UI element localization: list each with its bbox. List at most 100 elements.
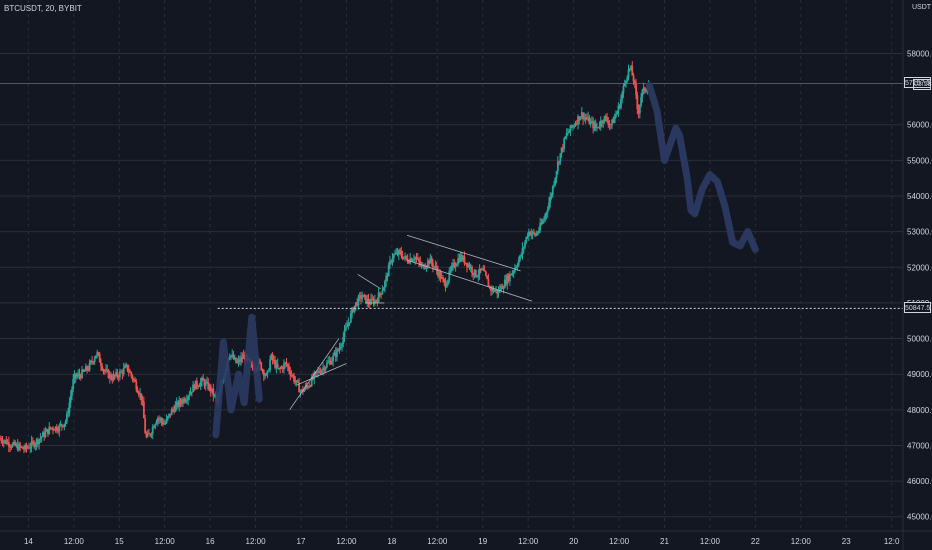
candle-body <box>477 274 480 277</box>
candle-body <box>159 418 162 420</box>
candle-body <box>537 230 540 233</box>
candle-body <box>618 105 621 108</box>
candle-body <box>459 255 462 262</box>
candle-body <box>299 391 302 393</box>
candle-body <box>102 369 105 371</box>
candle-body <box>112 374 115 381</box>
trendline <box>406 234 521 272</box>
candle-body <box>240 357 242 362</box>
candle-body <box>556 161 559 172</box>
candle-body <box>139 393 141 395</box>
candle-body <box>550 194 553 197</box>
candle-body <box>433 266 436 268</box>
candle-body <box>96 352 99 356</box>
candle-body <box>88 362 91 370</box>
candle-body <box>14 441 17 446</box>
candle-body <box>596 127 598 129</box>
time-tick-label: 12:00 <box>336 537 357 546</box>
time-axis[interactable]: 14 12:00 15 12:00 16 12:00 17 12:00 18 12:00 19 12:… <box>24 537 900 546</box>
candle-body <box>444 281 447 288</box>
candle-body <box>506 275 509 285</box>
candle-body <box>30 441 33 448</box>
candle-body <box>337 349 340 351</box>
price-tick-label: 48000.0 <box>907 406 932 415</box>
candle-body <box>291 374 294 376</box>
candle-body <box>120 371 123 373</box>
candle-body <box>251 363 254 367</box>
candle-body <box>371 298 374 300</box>
candle-body <box>493 290 496 292</box>
candle-body <box>395 252 398 254</box>
candle-body <box>413 259 415 261</box>
candle-body <box>410 258 413 262</box>
time-tick-label: 22 <box>751 537 760 546</box>
candle-body <box>199 381 202 387</box>
candle-body <box>261 370 264 372</box>
candle-body <box>445 284 448 288</box>
candle-body <box>198 386 201 388</box>
time-tick-label: 23 <box>842 537 851 546</box>
candle-body <box>307 386 309 388</box>
candle-body <box>507 275 510 281</box>
candle-body <box>463 256 466 264</box>
candle-body <box>194 380 197 390</box>
candle-body <box>105 369 107 372</box>
candle-body <box>5 439 8 444</box>
candle-body <box>262 370 265 376</box>
time-tick-label: 18 <box>387 537 396 546</box>
candle-body <box>519 255 521 261</box>
candle-body <box>500 286 502 291</box>
candle-body <box>555 171 558 178</box>
time-tick-label: 12:00 <box>246 537 267 546</box>
price-tick-label: 55000.0 <box>907 156 932 165</box>
candle-body <box>10 446 13 448</box>
candle-body <box>517 260 520 266</box>
candle-body <box>163 423 165 425</box>
time-tick-label: 14 <box>24 537 33 546</box>
candle-body <box>546 209 549 213</box>
candle-body <box>193 384 196 390</box>
candle-body <box>183 399 186 402</box>
candle-body <box>361 296 364 299</box>
candle-body <box>397 250 400 255</box>
candle-body <box>539 223 542 231</box>
candle-body <box>439 272 442 279</box>
candle-body <box>319 372 322 374</box>
candle-body <box>526 236 529 238</box>
candle-body <box>65 413 68 422</box>
candle-body <box>184 400 187 402</box>
candle-body <box>637 109 640 114</box>
time-tick-label: 20 <box>569 537 578 546</box>
candle-body <box>339 346 342 349</box>
candle-body <box>238 359 241 362</box>
candle-body <box>419 261 422 265</box>
candle-body <box>593 123 596 129</box>
currency-unit-label[interactable]: USDT <box>912 4 932 11</box>
candle-body <box>165 418 168 423</box>
candle-body <box>12 441 15 444</box>
trendline <box>297 363 347 386</box>
candle-body <box>305 385 308 387</box>
candle-body <box>473 269 476 276</box>
candle-body <box>309 385 312 387</box>
candle-body <box>461 255 463 261</box>
candle-body <box>202 378 205 381</box>
candle-body <box>508 274 511 281</box>
candle-body <box>280 367 283 369</box>
candle-body <box>343 329 346 337</box>
candle-body <box>180 402 183 404</box>
candle-body <box>0 438 3 442</box>
trendline <box>289 338 340 411</box>
candle-body <box>638 104 641 114</box>
candle-body <box>212 388 215 396</box>
candle-body <box>190 391 193 393</box>
candle-body <box>272 359 275 361</box>
candle-body <box>173 409 176 412</box>
candle-body <box>141 400 144 402</box>
candle-body <box>392 254 395 259</box>
candle-body <box>213 394 216 396</box>
candle-body <box>150 433 153 436</box>
candle-body <box>377 292 380 302</box>
candle-body <box>466 262 468 267</box>
horizontal-gridlines <box>0 52 903 518</box>
